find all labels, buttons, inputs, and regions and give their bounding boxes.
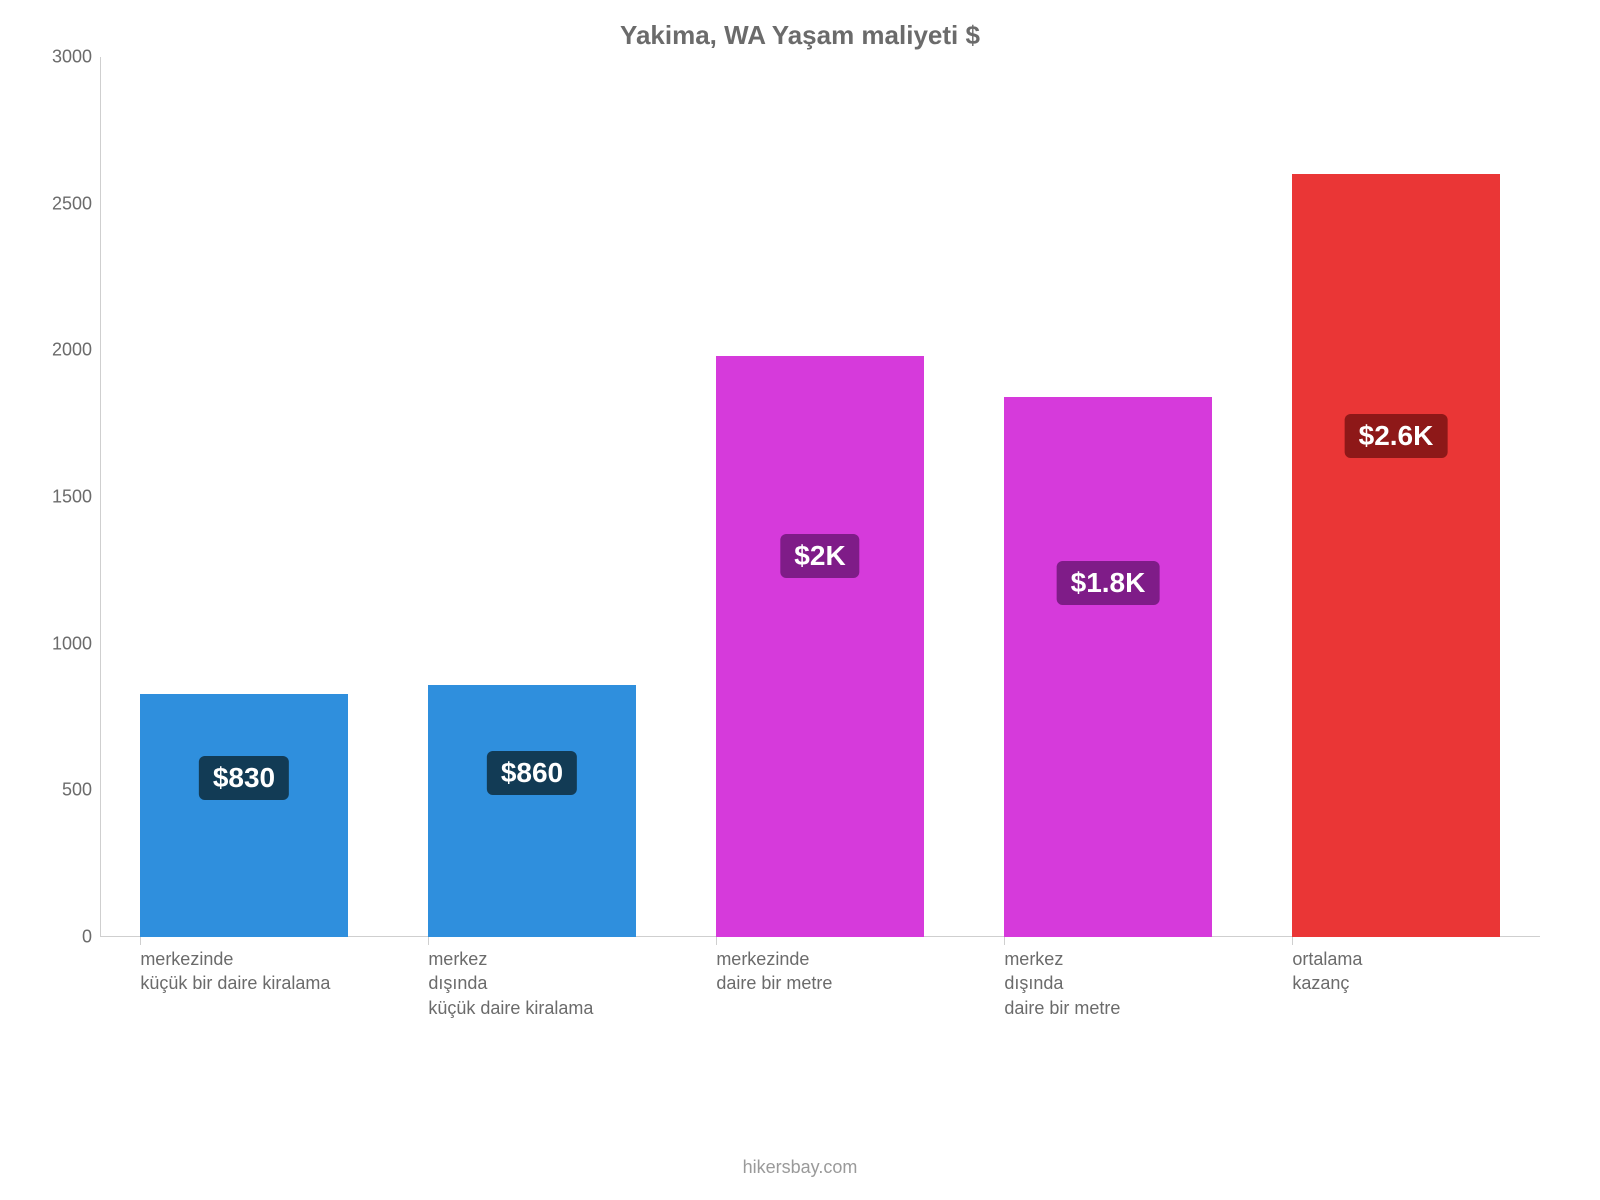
bar-value-label: $860 <box>487 751 577 795</box>
credit-text: hikersbay.com <box>0 1157 1600 1178</box>
chart-title: Yakima, WA Yaşam maliyeti $ <box>30 20 1570 51</box>
bar-value-label: $2K <box>780 534 859 578</box>
y-axis: 050010001500200025003000 <box>30 57 100 937</box>
y-tick-label: 1500 <box>52 487 92 508</box>
bar: $2.6K <box>1292 174 1499 937</box>
x-axis-label: ortalama kazanç <box>1292 947 1586 996</box>
bar: $830 <box>140 694 347 937</box>
x-axis-label: merkez dışında daire bir metre <box>1004 947 1298 1020</box>
plot: $830 $860 $2K $1.8K $2.6K <box>100 57 1540 937</box>
bar: $860 <box>428 685 635 937</box>
y-tick-label: 1000 <box>52 633 92 654</box>
bar-value-label: $1.8K <box>1057 561 1160 605</box>
y-tick-label: 2000 <box>52 340 92 361</box>
x-axis-label: merkezinde daire bir metre <box>716 947 1010 996</box>
plot-area: 050010001500200025003000 $830$860$2K$1.8… <box>30 57 1570 937</box>
bars-layer: $830 $860 $2K $1.8K $2.6K <box>100 57 1540 937</box>
bar: $2K <box>716 356 923 937</box>
y-tick-label: 2500 <box>52 193 92 214</box>
bar: $1.8K <box>1004 397 1211 937</box>
chart-container: Yakima, WA Yaşam maliyeti $ 0 500 1000 1500… <box>0 0 1600 1200</box>
y-tick-label: 500 <box>62 780 92 801</box>
bar-value-label: $2.6K <box>1345 414 1448 458</box>
x-axis-label: merkez dışında küçük daire kiralama <box>428 947 722 1020</box>
x-axis-labels: merkezinde küçük bir daire kiralamamerke… <box>100 937 1540 1047</box>
bar-value-label: $830 <box>199 756 289 800</box>
x-axis-label: merkezinde küçük bir daire kiralama <box>140 947 434 996</box>
y-tick-label: 3000 <box>52 47 92 68</box>
y-tick-label: 0 <box>82 927 92 948</box>
